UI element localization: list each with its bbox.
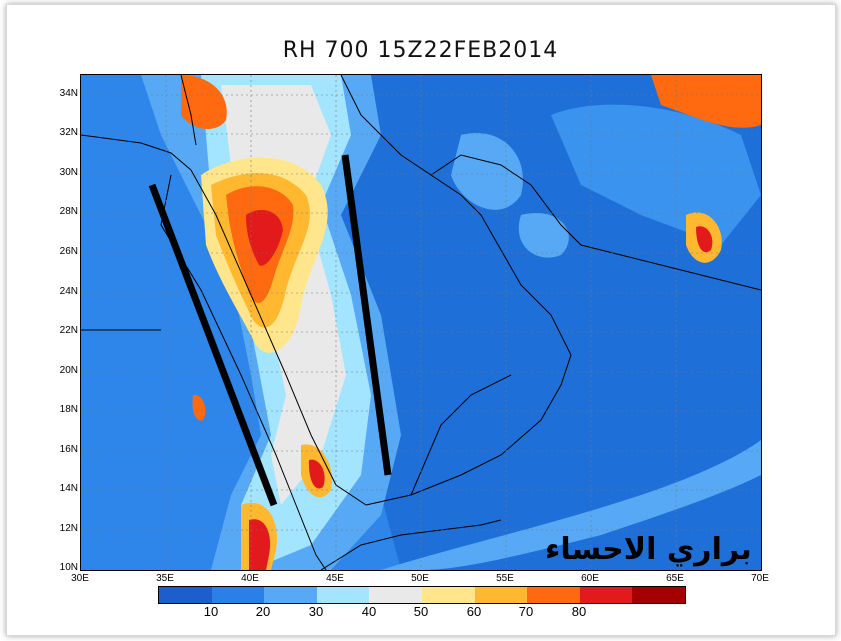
- rh-spot-levant: [181, 75, 227, 130]
- rh-field-north-east: [551, 104, 761, 245]
- colorbar-swatch-0: [159, 587, 212, 603]
- colorbar-swatch-9: [632, 587, 685, 603]
- rh-spot-oman-core: [696, 226, 713, 253]
- colorbar-label-10: 10: [203, 604, 219, 619]
- gridlines: [81, 75, 761, 570]
- rh-patch-gulf: [518, 213, 569, 258]
- colorbar-label-80: 80: [571, 604, 587, 619]
- lat-label-26n: 26N: [59, 246, 78, 257]
- colorbar-label-60: 60: [466, 604, 482, 619]
- coast-gulf-of-aden: [320, 519, 502, 570]
- watermark-text: براري الاحساء: [545, 532, 752, 567]
- lat-label-10n: 10N: [59, 562, 78, 573]
- colorbar-label-40: 40: [361, 604, 377, 619]
- lat-label-32n: 32N: [59, 127, 78, 138]
- annotation-line-east: [341, 154, 392, 476]
- colorbar-swatch-8: [579, 587, 633, 603]
- colorbar-label-30: 30: [308, 604, 324, 619]
- coast-iran: [430, 154, 761, 291]
- colorbar-swatch-5: [421, 587, 475, 603]
- lat-label-20n: 20N: [59, 365, 78, 376]
- colorbar-swatch-2: [264, 587, 317, 603]
- map-canvas: [81, 75, 761, 570]
- rh-patch-north: [451, 133, 523, 210]
- lon-label-50e: 50E: [411, 573, 429, 584]
- colorbar-swatch-1: [211, 587, 265, 603]
- lon-label-65e: 65E: [666, 573, 684, 584]
- lat-label-22n: 22N: [59, 325, 78, 336]
- colorbar-swatch-4: [369, 587, 422, 603]
- rh-spot-horn-core: [249, 519, 271, 570]
- lat-label-30n: 30N: [59, 167, 78, 178]
- border-yemen-saudi: [410, 374, 512, 496]
- colorbar: [158, 586, 686, 604]
- lat-label-14n: 14N: [59, 483, 78, 494]
- rh-spot-yemen-core: [308, 459, 325, 489]
- rh-core-max: [246, 210, 283, 266]
- lon-label-35e: 35E: [156, 573, 174, 584]
- lon-label-45e: 45E: [326, 573, 344, 584]
- lat-label-24n: 24N: [59, 286, 78, 297]
- lat-label-28n: 28N: [59, 206, 78, 217]
- rh-spot-iran: [651, 75, 761, 128]
- lat-label-34n: 34N: [59, 88, 78, 99]
- coast-mediterranean: [81, 134, 192, 171]
- coast-arabia: [365, 174, 572, 506]
- colorbar-swatch-7: [527, 587, 580, 603]
- colorbar-swatch-6: [474, 587, 528, 603]
- lon-label-30e: 30E: [71, 573, 89, 584]
- colorbar-swatch-3: [316, 587, 370, 603]
- lon-label-55e: 55E: [496, 573, 514, 584]
- lon-label-60e: 60E: [581, 573, 599, 584]
- lon-label-40e: 40E: [241, 573, 259, 584]
- rh-map: [80, 74, 762, 571]
- coastlines: [81, 75, 761, 570]
- lat-label-18n: 18N: [59, 404, 78, 415]
- map-title: RH 700 15Z22FEB2014: [282, 38, 559, 63]
- lat-label-16n: 16N: [59, 444, 78, 455]
- annotation-line-west: [148, 183, 278, 507]
- colorbar-label-70: 70: [518, 604, 534, 619]
- lat-label-12n: 12N: [59, 523, 78, 534]
- colorbar-label-50: 50: [413, 604, 429, 619]
- lon-label-70e: 70E: [751, 573, 769, 584]
- colorbar-label-20: 20: [255, 604, 271, 619]
- rh-band-south: [381, 440, 761, 570]
- rh-spot-sudan: [192, 394, 206, 421]
- border-levant: [180, 75, 197, 146]
